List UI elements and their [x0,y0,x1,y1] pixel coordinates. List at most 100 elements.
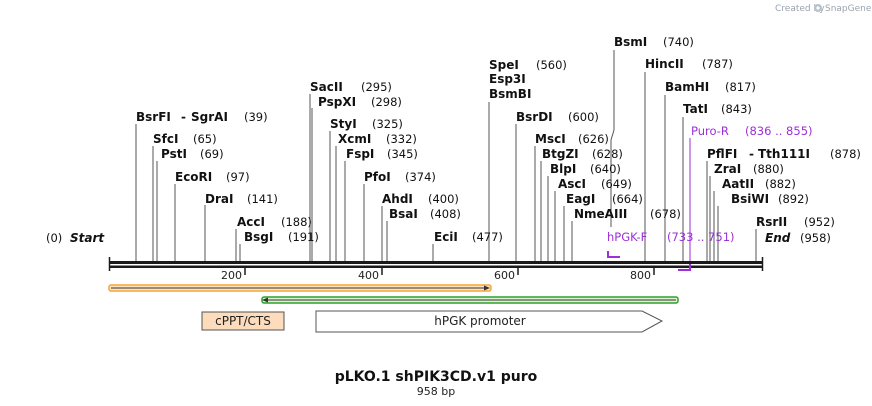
site-position: (628) [592,147,623,161]
plasmid-title: pLKO.1 shPIK3CD.v1 puro [335,369,538,385]
site-position: (97) [226,170,250,184]
start-position: (0) [46,231,62,245]
site-name: Tth111I [758,147,810,161]
site-name: HincII [645,57,684,71]
site-name: MscI [535,132,566,146]
site-name: AhdI [382,192,413,206]
site-position: (882) [765,177,796,191]
backbone [108,257,764,271]
site-name: BsmBI [489,87,531,101]
tick-label: 400 [358,269,379,282]
credit-app: SnapGene [825,4,872,14]
site-name: BsmI [614,35,647,49]
site-position: (325) [372,117,403,131]
site-position: (345) [387,147,418,161]
site-name: AscI [558,177,586,191]
site-position: (477) [472,230,503,244]
site-position: (878) [830,147,861,161]
site-dash: - [749,147,754,161]
site-name: SgrAI [191,110,228,124]
tick-label: 600 [494,269,515,282]
primer-name: hPGK-F [607,230,647,244]
site-name: ZraI [714,162,741,176]
site-name: EcoRI [175,170,212,184]
site-position: (298) [371,95,402,109]
site-name: RsrII [756,215,787,229]
site-position: (787) [702,57,733,71]
site-name: StyI [330,117,357,131]
site-position: (332) [386,132,417,146]
site-position: (640) [590,162,621,176]
site-name: PspXI [318,95,356,109]
site-position: (843) [721,102,752,116]
site-position: (664) [612,192,643,206]
backbone-strand-bottom [109,265,763,268]
site-name: BamHI [665,80,709,94]
orange-bar-arrowhead [484,285,490,291]
backbone-strand-top [109,261,763,264]
scale-ticks [244,267,655,275]
snapgene-credit: Created by SnapGene [775,4,872,14]
end-position: (958) [800,231,831,245]
site-position: (817) [725,80,756,94]
site-name: DraI [205,192,233,206]
end-label: End [765,231,791,245]
site-name: BtgZI [542,147,579,161]
site-name: PstI [161,147,187,161]
site-position: (408) [430,207,461,221]
site-name: FspI [346,147,374,161]
site-position: (69) [200,147,224,161]
site-name: TatI [683,102,708,116]
site-position: (626) [578,132,609,146]
site-name: BsiWI [731,192,769,206]
site-position: (892) [778,192,809,206]
primer-name: Puro-R [691,124,729,138]
site-position: (191) [288,230,319,244]
site-position: (740) [663,35,694,49]
site-position: (374) [405,170,436,184]
feature-label: cPPT/CTS [215,314,271,328]
site-name: EagI [566,192,595,206]
site-leader-lines [135,50,757,263]
site-position: (952) [804,215,835,229]
start-label: Start [70,231,105,245]
primer-marker-puro-r [678,264,691,271]
site-name: SacII [310,80,343,94]
site-position: (649) [601,177,632,191]
site-name: PfoI [364,170,391,184]
site-position: (560) [536,58,567,72]
site-name: BsgI [244,230,273,244]
snapgene-logo-icon [814,4,822,12]
site-position: (880) [753,162,784,176]
green-feature-bar [261,296,679,304]
cppt-cts-box [201,311,285,331]
primer-markers [607,251,691,271]
site-dash: - [181,110,186,124]
primer-range: (733 .. 751) [667,230,735,244]
credit-created-by: Created by [775,4,825,14]
site-name: AccI [237,215,265,229]
site-position: (295) [361,80,392,94]
site-position: (678) [650,207,681,221]
tick-label: 800 [630,269,651,282]
tick-label: 200 [221,269,242,282]
site-name: EciI [434,230,458,244]
site-name: XcmI [338,132,371,146]
site-name: PflFI [707,147,737,161]
site-name: Esp3I [489,72,526,86]
orange-feature-bar [108,284,492,292]
site-name: AatII [722,177,754,191]
site-position: (400) [428,192,459,206]
feature-label: hPGK promoter [434,314,526,328]
site-position: (188) [281,215,312,229]
site-name: NmeAIII [574,207,627,221]
site-name: SfcI [153,132,178,146]
feature-cppt-cts: cPPT/CTS [201,311,285,331]
plasmid-length: 958 bp [417,385,455,398]
site-name: SpeI [489,58,519,72]
primer-range: (836 .. 855) [745,124,813,138]
site-position: (65) [193,132,217,146]
site-name: BsrDI [516,110,553,124]
primer-marker-hpgk-f [607,251,620,258]
